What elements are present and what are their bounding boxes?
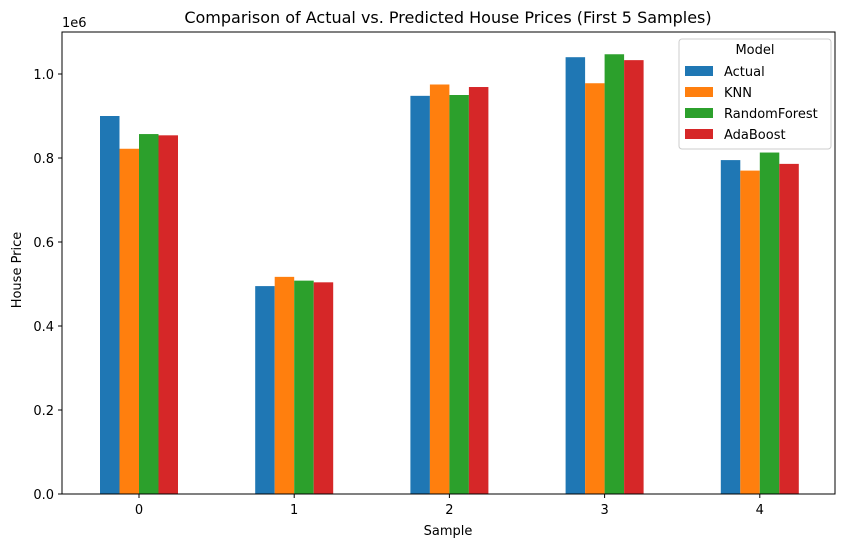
y-axis-title: House Price xyxy=(10,232,25,309)
y-tick-label: 0.0 xyxy=(33,488,54,503)
plot-frame xyxy=(61,31,836,495)
bar-actual-3 xyxy=(565,57,586,494)
legend-title: Model xyxy=(735,43,774,58)
x-tick-label: 2 xyxy=(445,503,453,518)
bar-randomforest-3 xyxy=(604,54,625,494)
chart-title: Comparison of Actual vs. Predicted House… xyxy=(184,8,711,27)
axes-group xyxy=(61,31,836,495)
bar-adaboost-1 xyxy=(313,282,334,494)
bar-actual-2 xyxy=(410,95,430,494)
bar-knn-3 xyxy=(585,83,605,495)
bar-knn-1 xyxy=(274,276,295,494)
legend: Model Actual KNN RandomForest AdaBoost xyxy=(678,38,832,150)
bars-group xyxy=(100,54,799,495)
x-axis-title: Sample xyxy=(424,524,473,539)
legend-label-knn: KNN xyxy=(724,86,752,101)
y-tick-label: 1.0 xyxy=(33,68,54,83)
bar-randomforest-0 xyxy=(139,134,159,494)
bar-adaboost-3 xyxy=(624,60,644,494)
legend-label-adaboost: AdaBoost xyxy=(724,128,786,143)
bar-actual-1 xyxy=(255,286,275,494)
bar-knn-2 xyxy=(429,84,450,494)
legend-swatch-knn xyxy=(685,87,713,97)
bar-randomforest-1 xyxy=(294,280,314,494)
y-tick-label: 0.2 xyxy=(33,404,54,419)
bar-adaboost-0 xyxy=(158,135,178,494)
y-ticks-group: 0.0 0.2 0.4 0.6 0.8 1.0 xyxy=(33,68,62,503)
bar-randomforest-2 xyxy=(449,95,469,494)
x-tick-label: 4 xyxy=(756,503,764,518)
x-tick-label: 1 xyxy=(290,503,298,518)
bar-actual-0 xyxy=(100,116,120,494)
legend-label-randomforest: RandomForest xyxy=(724,107,818,122)
bar-adaboost-4 xyxy=(779,163,799,494)
y-tick-label: 0.8 xyxy=(33,152,54,167)
legend-box xyxy=(678,38,832,150)
x-tick-label: 3 xyxy=(600,503,608,518)
x-ticks-group: 0 1 2 3 4 xyxy=(135,494,764,518)
bar-randomforest-4 xyxy=(759,152,780,495)
bar-actual-4 xyxy=(720,160,741,494)
y-tick-label: 0.6 xyxy=(33,236,54,251)
legend-label-actual: Actual xyxy=(724,65,765,80)
bar-adaboost-2 xyxy=(468,87,489,495)
bar-knn-4 xyxy=(740,170,760,494)
legend-swatch-actual xyxy=(685,66,713,76)
legend-swatch-randomforest xyxy=(685,108,713,118)
x-tick-label: 0 xyxy=(135,503,143,518)
y-axis-offset-label: 1e6 xyxy=(62,16,87,31)
bar-knn-0 xyxy=(119,148,139,494)
legend-swatch-adaboost xyxy=(685,129,713,139)
y-tick-label: 0.4 xyxy=(33,320,54,335)
